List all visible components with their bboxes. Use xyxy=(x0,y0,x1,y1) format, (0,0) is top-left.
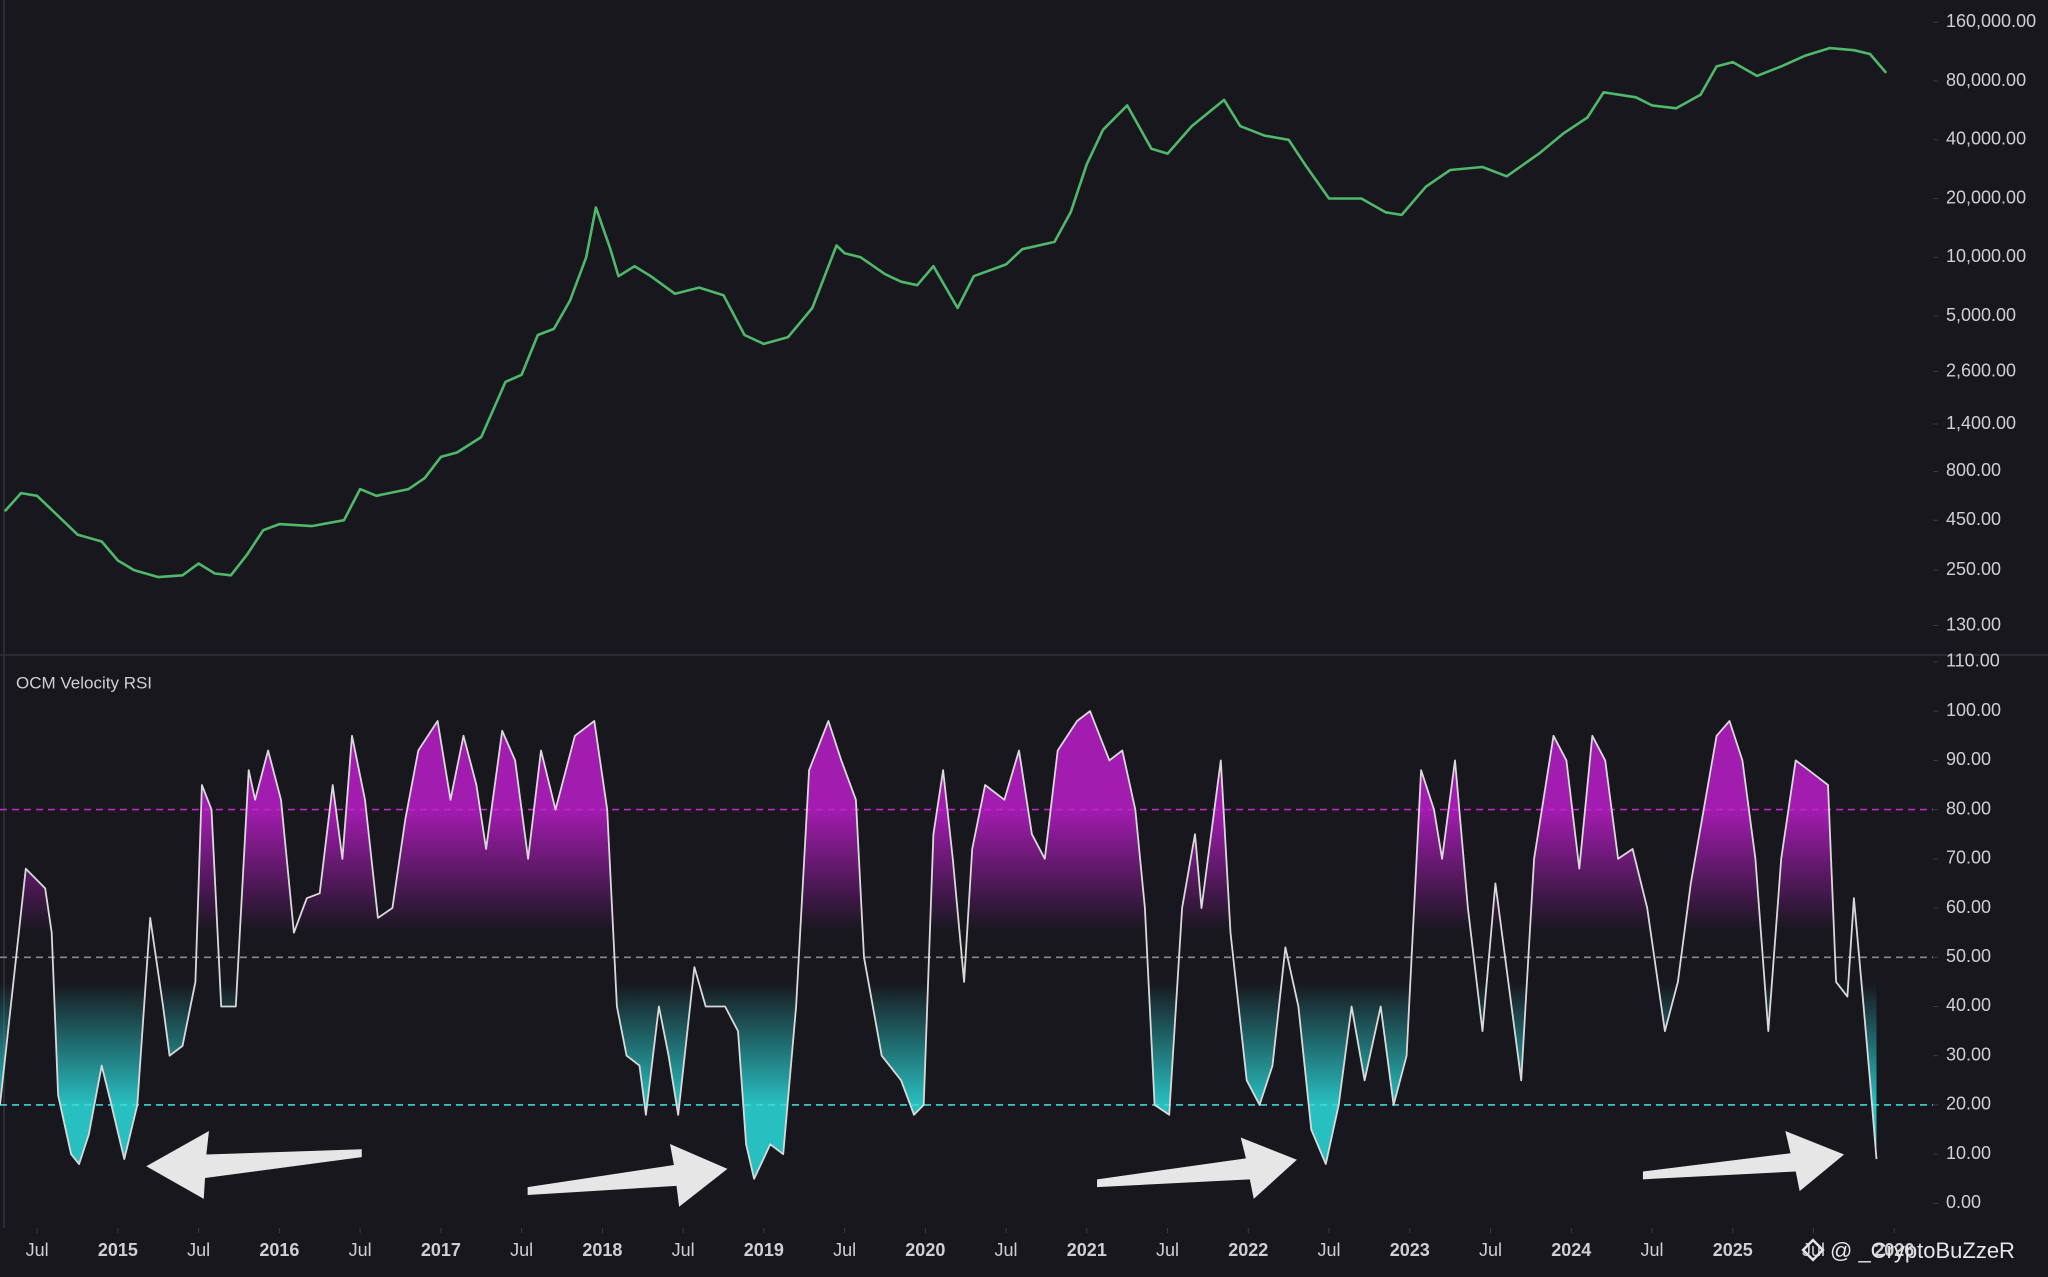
y-tick-label: 100.00 xyxy=(1946,700,2001,720)
y-tick-label: 250.00 xyxy=(1946,559,2001,579)
line xyxy=(3,46,1888,579)
area-high xyxy=(0,711,1877,958)
x-tick-label: 2020 xyxy=(905,1240,945,1260)
x-tick-label: Jul xyxy=(187,1240,210,1260)
y-tick-label: 50.00 xyxy=(1946,946,1991,966)
y-tick-label: 10,000.00 xyxy=(1946,246,2026,266)
y-tick-label: 70.00 xyxy=(1946,848,1991,868)
y-tick-label: 60.00 xyxy=(1946,897,1991,917)
y-tick-label: 5,000.00 xyxy=(1946,305,2016,325)
arrow xyxy=(1642,1130,1845,1192)
y-tick-label: 160,000.00 xyxy=(1946,11,2036,31)
y-tick-label: 80,000.00 xyxy=(1946,70,2026,90)
y-tick-label: 20.00 xyxy=(1946,1094,1991,1114)
y-tick-label: 450.00 xyxy=(1946,509,2001,529)
x-tick-label: 2021 xyxy=(1067,1240,1107,1260)
arrow xyxy=(527,1144,728,1207)
line xyxy=(0,710,1878,1180)
x-tick-label: 2017 xyxy=(421,1240,461,1260)
watermark: @ _CryptoBuZzeR xyxy=(1830,1238,2015,1263)
y-tick-label: 40.00 xyxy=(1946,995,1991,1015)
x-tick-label: 2023 xyxy=(1390,1240,1430,1260)
x-tick-label: 2019 xyxy=(744,1240,784,1260)
x-tick-label: Jul xyxy=(26,1240,49,1260)
x-tick-label: Jul xyxy=(1156,1240,1179,1260)
x-tick-label: 2018 xyxy=(582,1240,622,1260)
y-tick-label: 80.00 xyxy=(1946,798,1991,818)
x-tick-label: Jul xyxy=(1318,1240,1341,1260)
x-tick-label: Jul xyxy=(510,1240,533,1260)
x-tick-label: Jul xyxy=(1479,1240,1502,1260)
y-tick-label: 110.00 xyxy=(1946,651,2000,671)
x-tick-label: Jul xyxy=(672,1240,695,1260)
x-tick-label: Jul xyxy=(1641,1240,1664,1260)
y-tick-label: 800.00 xyxy=(1946,460,2001,480)
x-tick-label: Jul xyxy=(833,1240,856,1260)
x-tick-label: 2022 xyxy=(1228,1240,1268,1260)
x-tick-label: Jul xyxy=(349,1240,372,1260)
y-tick-label: 20,000.00 xyxy=(1946,187,2026,207)
x-tick-label: 2025 xyxy=(1713,1240,1753,1260)
x-tick-label: Jul xyxy=(995,1240,1018,1260)
y-tick-label: 40,000.00 xyxy=(1946,129,2026,149)
y-tick-label: 130.00 xyxy=(1946,614,2001,634)
y-tick-label: 2,600.00 xyxy=(1946,360,2016,380)
y-tick-label: 90.00 xyxy=(1946,749,1991,769)
x-tick-label: 2026 xyxy=(1874,1240,1914,1260)
x-tick-label: 2015 xyxy=(98,1240,138,1260)
x-tick-label: 2016 xyxy=(259,1240,299,1260)
watermark-icon xyxy=(1801,1238,1825,1262)
y-tick-label: 0.00 xyxy=(1946,1192,1981,1212)
watermark-group: @ _CryptoBuZzeR xyxy=(1801,1238,2015,1263)
panel-title: OCM Velocity RSI xyxy=(16,673,152,692)
y-tick-label: 30.00 xyxy=(1946,1044,1991,1064)
y-tick-label: 10.00 xyxy=(1946,1143,1991,1163)
y-tick-label: 1,400.00 xyxy=(1946,413,2016,433)
area-low xyxy=(0,957,1877,1179)
annotation-arrows xyxy=(146,1130,1845,1207)
arrow xyxy=(146,1130,362,1199)
arrow xyxy=(1097,1137,1297,1199)
x-tick-label: 2024 xyxy=(1551,1240,1591,1260)
